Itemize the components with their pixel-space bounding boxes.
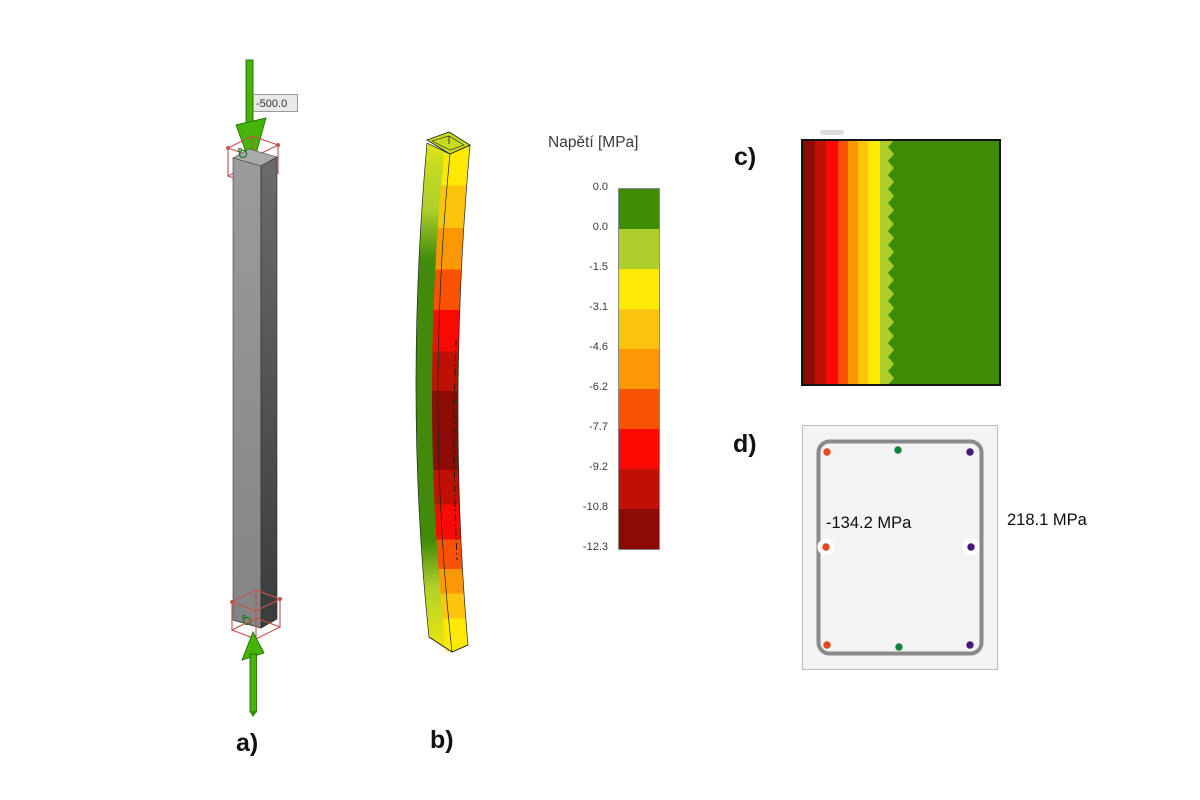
load-value-tag: -500.0 [253, 94, 298, 112]
panel-a-column-model [226, 59, 282, 717]
legend-tick: -12.3 [582, 541, 608, 553]
artifact-smudge [820, 130, 844, 135]
legend-tick: 0.0 [592, 221, 608, 233]
support-wireframe-bottom [230, 589, 282, 640]
legend-tick: -7.7 [589, 421, 608, 433]
legend-tick: -10.8 [582, 501, 608, 513]
stress-band-green [888, 140, 1000, 385]
legend-tick: -4.6 [589, 341, 608, 353]
stress-band [848, 140, 858, 385]
hinge-symbol-top [237, 147, 248, 159]
panel-b-label: b) [430, 726, 454, 754]
column-side-face [260, 156, 278, 629]
stress-band [815, 140, 826, 385]
load-arrow-bottom [241, 630, 265, 717]
column-body [232, 148, 278, 629]
column-front-face [232, 157, 262, 629]
panel-a-label: a) [236, 729, 259, 757]
rebar-dot-top-right [966, 448, 974, 456]
legend-title: Napětí [MPa] [548, 134, 639, 151]
legend-tick: -3.1 [589, 301, 608, 313]
rebar-dot-bottom-center [895, 643, 903, 651]
panel-b-stress-column [415, 131, 471, 653]
stress-transition-strip [431, 154, 452, 652]
rebar-dot-top-left [823, 448, 831, 456]
legend-tick: -1.5 [589, 261, 608, 273]
compression-stress-value: -134.2 MPa [826, 514, 912, 532]
legend-tick: 0.0 [592, 181, 608, 193]
legend-band [619, 229, 659, 269]
stress-band [858, 140, 868, 385]
legend-band [619, 509, 659, 549]
rebar-dot-bottom-left [823, 641, 831, 649]
legend-band [619, 469, 659, 509]
legend-band [619, 269, 659, 309]
rebar-dot-mid-right [967, 543, 975, 551]
stress-band [802, 140, 815, 385]
member-axis-line [453, 339, 458, 561]
legend-band [619, 189, 659, 229]
rebar-dot-top-center [894, 446, 902, 454]
legend-tick: -6.2 [589, 381, 608, 393]
panel-c-border [801, 139, 1001, 386]
panel-c-stress-map [801, 139, 1001, 386]
rebar-dot-mid-left [822, 543, 830, 551]
legend-band [619, 349, 659, 389]
legend-band [619, 429, 659, 469]
legend-color-bar [618, 188, 660, 550]
stress-band [868, 140, 880, 385]
legend-band [619, 389, 659, 429]
deformed-top-face [425, 131, 471, 155]
legend-band [619, 309, 659, 349]
stress-band [838, 140, 848, 385]
tension-stress-value: 218.1 MPa [1007, 511, 1087, 529]
deformed-bottom-edge [428, 636, 469, 653]
panel-c-label: c) [734, 143, 757, 171]
rebar-dot-bottom-right [966, 641, 974, 649]
panel-d-label: d) [733, 430, 757, 458]
panel-d-cross-section [802, 425, 998, 670]
stress-band [826, 140, 838, 385]
legend-tick: -9.2 [589, 461, 608, 473]
